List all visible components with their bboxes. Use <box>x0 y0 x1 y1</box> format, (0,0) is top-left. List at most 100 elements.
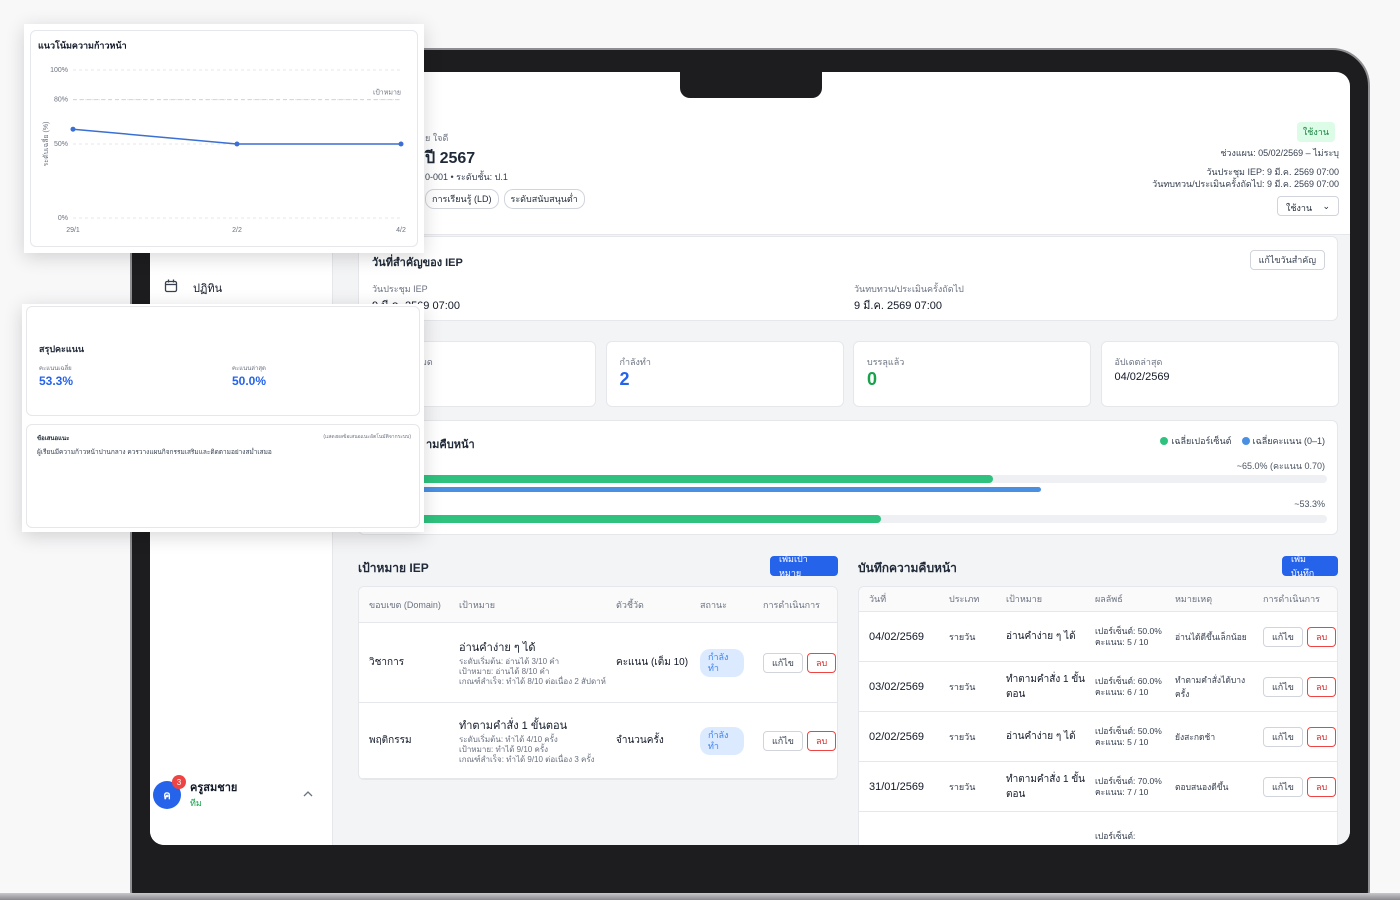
stat-card: อัปเดตล่าสุด 04/02/2569 <box>1100 341 1339 407</box>
y-tick-label: 50% <box>54 141 68 148</box>
goal-measure: จำนวนครั้ง <box>616 735 664 746</box>
progress-card: ามคืบหน้า เฉลี่ยเปอร์เซ็นต์ เฉลี่ยคะแนน (… <box>358 420 1338 535</box>
edit-button[interactable]: แก้ไข <box>1263 676 1303 697</box>
log-result: เปอร์เซ็นต์: <box>1095 831 1175 842</box>
result-line: เปอร์เซ็นต์: 50.0% <box>1095 725 1162 736</box>
panel-note: (แสดงผลข้อเสนอแนะอัตโนมัติจากระบบ) <box>323 434 411 440</box>
delete-button[interactable]: ลบ <box>1306 626 1337 647</box>
stat-label: กำลังทำ <box>619 357 651 367</box>
column-header: เป้าหมาย <box>459 599 496 610</box>
meeting-date: วันประชุม IEP: 9 มี.ค. 2569 07:00 <box>1206 167 1339 177</box>
target-label: เป้าหมาย <box>373 88 401 96</box>
log-row: 02/02/2569 รายวัน อ่านคำง่าย ๆ ได้ เปอร์เซ็… <box>859 712 1337 762</box>
student-meta: 0-001 • ระดับชั้น: ป.1 <box>425 172 508 182</box>
legend: เฉลี่ยเปอร์เซ็นต์ เฉลี่ยคะแนน (0–1) <box>1160 434 1325 448</box>
log-date: 03/02/2569 <box>869 680 925 693</box>
log-table: วันที่ ประเภท เป้าหมาย ผลลัพธ์ หมายเหตุ การดำ… <box>858 586 1338 845</box>
delete-button[interactable]: ลบ <box>1306 776 1337 797</box>
user-name: ครูสมชาย <box>190 782 238 794</box>
panel-title: สรุปคะแนน <box>39 344 84 354</box>
recommendation-text: ผู้เรียนมีความก้าวหน้าปานกลาง ควรวางแผนก… <box>37 449 272 456</box>
status-cell: กำลังทำ <box>700 726 763 755</box>
edit-button[interactable]: แก้ไข <box>763 652 803 673</box>
card-title: ามคืบหน้า <box>426 439 475 451</box>
percent-bar <box>373 515 882 523</box>
delete-button[interactable]: ลบ <box>1306 676 1337 697</box>
calendar-icon <box>164 279 178 293</box>
edit-button[interactable]: แก้ไข <box>1263 626 1303 647</box>
goal-detail: เกณฑ์สำเร็จ: ทำได้ 9/10 ต่อเนื่อง 3 ครั้… <box>459 755 595 764</box>
log-type: รายวัน <box>949 781 976 792</box>
trend-chart: แนวโน้มความก้าวหน้า ระดับเฉลี่ย (%) 0% 50… <box>38 39 406 234</box>
delete-button[interactable]: ลบ <box>806 730 837 751</box>
goal-detail: ระดับเริ่มต้น: อ่านได้ 3/10 คำ <box>459 657 560 666</box>
stat-card: บรรลุแล้ว 0 <box>853 341 1091 407</box>
menu-item[interactable]: ปฏิทิน <box>193 283 223 295</box>
log-date: 04/02/2569 <box>869 630 925 643</box>
trend-overlay: แนวโน้มความก้าวหน้า ระดับเฉลี่ย (%) 0% 50… <box>24 24 424 253</box>
column-header: ประเภท <box>949 594 980 604</box>
edit-dates-button[interactable]: แก้ไขวันสำคัญ <box>1249 250 1325 270</box>
progress-label: ~65.0% (คะแนน 0.70) <box>1236 461 1325 471</box>
result-line: คะแนน: 7 / 10 <box>1095 786 1149 797</box>
log-result: เปอร์เซ็นต์: 50.0% คะแนน: 5 / 10 <box>1095 626 1175 648</box>
result-line: เปอร์เซ็นต์: 50.0% <box>1095 625 1162 636</box>
log-goal: ทำตามคำสั่ง 1 ขั้นตอน <box>1006 673 1085 700</box>
goal-name: ทำตามคำสั่ง 1 ขั้นตอน <box>459 720 568 732</box>
legend-swatch <box>1160 437 1169 445</box>
actions: แก้ไข ลบ <box>1263 776 1337 797</box>
actions: แก้ไข ลบ <box>1263 726 1337 747</box>
progress-label: ~53.3% <box>1294 499 1325 509</box>
select-arrow: ⌄ <box>1322 201 1330 211</box>
status-badge: ใช้งาน <box>1296 122 1335 142</box>
student-name: ย ใจดี <box>425 133 449 143</box>
log-note: ทำตามคำสั่งได้บางครั้ง <box>1175 674 1246 699</box>
status-select[interactable]: ใช้งาน ⌄ <box>1277 196 1339 216</box>
score-value: 53.3% <box>39 374 74 388</box>
goal-detail: ระดับเริ่มต้น: ทำได้ 4/10 ครั้ง <box>459 735 558 744</box>
x-tick-label: 2/2 <box>232 227 242 234</box>
goal-row: พฤติกรรม ทำตามคำสั่ง 1 ขั้นตอน ระดับเริ่มต… <box>359 703 837 779</box>
plan-header: ย ใจดี ปี 2567 0-001 • ระดับชั้น: ป.1 กา… <box>345 118 1350 235</box>
log-result: เปอร์เซ็นต์: 70.0% คะแนน: 7 / 10 <box>1095 776 1175 798</box>
legend-item: เฉลี่ยเปอร์เซ็นต์ <box>1160 434 1232 448</box>
add-log-button[interactable]: เพิ่มบันทึก <box>1282 554 1338 578</box>
log-type: รายวัน <box>949 681 976 692</box>
delete-button[interactable]: ลบ <box>1306 726 1337 747</box>
percent-bar <box>373 475 994 483</box>
select-value: ใช้งาน <box>1286 203 1313 213</box>
tag-chip: การเรียนรู้ (LD) <box>425 189 499 209</box>
log-type: รายวัน <box>949 731 976 742</box>
status-cell: กำลังทำ <box>700 648 763 677</box>
goal-cell: อ่านคำง่าย ๆ ได้ระดับเริ่มต้น: อ่านได้ 3… <box>459 638 616 687</box>
add-goal-button[interactable]: เพิ่มเป้าหมาย <box>770 554 838 578</box>
log-note: ตอบสนองดีขึ้น <box>1175 781 1229 792</box>
table-header: วันที่ ประเภท เป้าหมาย ผลลัพธ์ หมายเหตุ การดำ… <box>859 587 1337 612</box>
plan-title: ปี 2567 <box>425 150 476 167</box>
stat-label: มด <box>421 357 433 367</box>
log-note: อ่านได้ดีขึ้นเล็กน้อย <box>1175 631 1247 642</box>
goal-name: อ่านคำง่าย ๆ ได้ <box>459 642 536 654</box>
actions: แก้ไข ลบ <box>1263 676 1337 697</box>
edit-button[interactable]: แก้ไข <box>1263 776 1303 797</box>
x-tick-label: 29/1 <box>66 227 80 234</box>
goal-domain: วิชาการ <box>369 657 405 668</box>
date-label: วันทบทวน/ประเมินครั้งถัดไป <box>854 284 964 294</box>
result-line: คะแนน: 5 / 10 <box>1095 736 1149 747</box>
stat-card: กำลังทำ 2 <box>605 341 844 407</box>
goal-detail: เกณฑ์สำเร็จ: ทำได้ 8/10 ต่อเนื่อง 2 สัปด… <box>459 677 606 686</box>
status-pill: กำลังทำ <box>700 726 744 755</box>
tags: การเรียนรู้ (LD) ระดับสนับสนุนต่ำ <box>425 189 590 209</box>
log-result: เปอร์เซ็นต์: 60.0% คะแนน: 6 / 10 <box>1095 676 1175 698</box>
result-line: คะแนน: 6 / 10 <box>1095 686 1149 697</box>
column-header: หมายเหตุ <box>1175 594 1213 604</box>
edit-button[interactable]: แก้ไข <box>1263 726 1303 747</box>
column-header: การดำเนินการ <box>1263 594 1320 604</box>
edit-button[interactable]: แก้ไข <box>763 730 803 751</box>
delete-button[interactable]: ลบ <box>806 652 837 673</box>
column-header: ตัวชี้วัด <box>616 599 644 610</box>
result-line: คะแนน: 5 / 10 <box>1095 636 1149 647</box>
chevron[interactable] <box>302 790 314 798</box>
legend-swatch <box>1241 437 1250 445</box>
goal-measure: คะแนน (เต็ม 10) <box>616 657 689 668</box>
